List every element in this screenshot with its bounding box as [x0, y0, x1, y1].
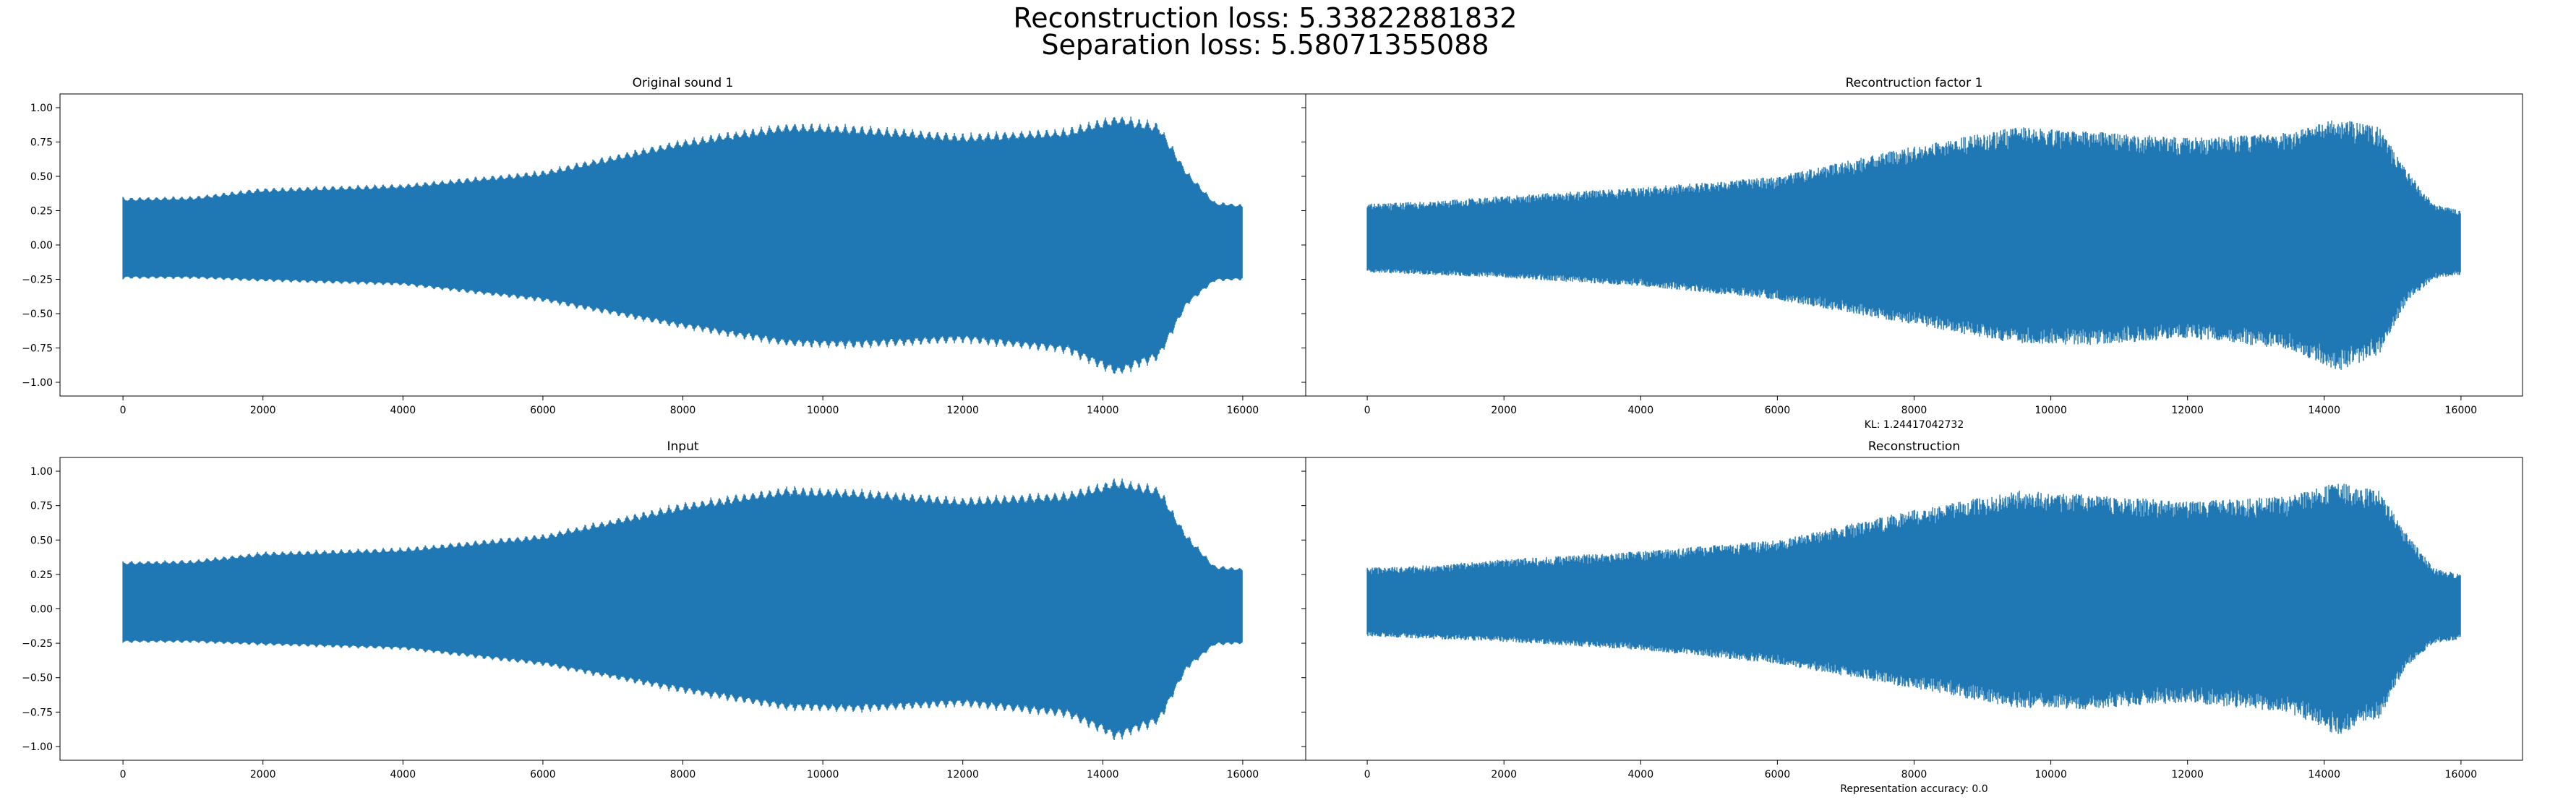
x-axis: 0 2000 4000 6000 8000 10000 12000 14000 16000	[1364, 396, 2478, 416]
x-tick-label: 16000	[2445, 405, 2478, 416]
y-tick-label: 1.00	[30, 466, 53, 478]
x-tick-label: 12000	[2171, 405, 2204, 416]
x-tick-label: 0	[120, 405, 127, 416]
y-axis	[1301, 107, 1306, 383]
y-tick-label: 0.50	[30, 171, 53, 183]
x-tick-label: 8000	[1901, 769, 1927, 780]
x-tick-label: 6000	[1765, 405, 1791, 416]
waveform-line	[1366, 483, 2461, 734]
x-tick-label: 0	[120, 769, 127, 780]
x-tick-label: 12000	[2171, 769, 2204, 780]
x-tick-label: 6000	[1765, 769, 1791, 780]
subplot-4: Reconstruction 0 2000 4000 6000 8000 10000 1200…	[1301, 439, 2523, 795]
x-tick-label: 4000	[390, 405, 416, 416]
y-tick-label: 0.50	[30, 535, 53, 546]
x-tick-label: 4000	[1627, 769, 1653, 780]
x-tick-label: 14000	[2308, 769, 2341, 780]
waveform-series	[1366, 120, 2461, 370]
y-axis: 1.00 0.75 0.50 0.25 0.00 −0.25 −0.50 −0.75 −1.00	[22, 103, 60, 389]
y-tick-label: −0.50	[22, 673, 53, 684]
y-tick-label: −0.75	[22, 343, 53, 355]
y-axis: 1.00 0.75 0.50 0.25 0.00 −0.25 −0.50 −0.75 −1.00	[22, 466, 60, 753]
y-tick-label: 0.75	[30, 501, 53, 512]
figure-suptitle-line1: Reconstruction loss: 5.33822881832	[1014, 2, 1518, 34]
subplot-title: Input	[667, 439, 698, 454]
subplot-title: Recontruction factor 1	[1846, 76, 1983, 90]
x-tick-label: 14000	[1087, 405, 1119, 416]
x-tick-label: 12000	[946, 405, 979, 416]
y-tick-label: 0.25	[30, 569, 53, 581]
y-tick-label: −1.00	[22, 377, 53, 389]
y-tick-label: 0.75	[30, 137, 53, 149]
subplot-title: Reconstruction	[1868, 439, 1960, 454]
x-tick-label: 14000	[2308, 405, 2341, 416]
y-tick-label: 0.00	[30, 240, 53, 251]
x-tick-label: 2000	[250, 405, 276, 416]
x-tick-label: 2000	[1491, 769, 1517, 780]
y-tick-label: −0.25	[22, 638, 53, 650]
x-axis: 0 2000 4000 6000 8000 10000 12000 14000 16000	[120, 396, 1259, 416]
x-tick-label: 6000	[530, 405, 556, 416]
x-tick-label: 8000	[670, 405, 696, 416]
waveform-series	[122, 478, 1243, 740]
y-axis	[1301, 470, 1306, 747]
x-tick-label: 10000	[2034, 405, 2067, 416]
y-tick-label: 1.00	[30, 103, 53, 114]
subplot-grid: Original sound 1 0 2000 4000 6000 8000 10000 12…	[22, 76, 2523, 795]
subplot-title: Original sound 1	[633, 76, 734, 90]
x-tick-label: 16000	[2445, 769, 2478, 780]
x-axis: 0 2000 4000 6000 8000 10000 12000 14000 16000	[1364, 760, 2478, 780]
x-tick-label: 4000	[390, 769, 416, 780]
waveform-series	[122, 116, 1243, 374]
waveform-line	[122, 478, 1243, 740]
y-tick-label: −0.50	[22, 309, 53, 320]
x-tick-label: 10000	[807, 769, 839, 780]
x-tick-label: 8000	[670, 769, 696, 780]
x-tick-label: 4000	[1627, 405, 1653, 416]
x-tick-label: 16000	[1227, 405, 1259, 416]
y-tick-label: −1.00	[22, 741, 53, 753]
x-axis-label: KL: 1.24417042732	[1865, 419, 1964, 431]
x-tick-label: 12000	[946, 769, 979, 780]
x-tick-label: 0	[1364, 405, 1371, 416]
y-tick-label: −0.75	[22, 707, 53, 718]
x-tick-label: 8000	[1901, 405, 1927, 416]
subplot-2: Recontruction factor 1 0 2000 4000 6000 8000 1…	[1301, 76, 2523, 431]
waveform-series	[1366, 483, 2461, 734]
y-tick-label: 0.25	[30, 206, 53, 218]
x-tick-label: 14000	[1087, 769, 1119, 780]
waveform-line	[1366, 120, 2461, 370]
x-axis-label: Representation accuracy: 0.0	[1840, 783, 1987, 795]
x-tick-label: 6000	[530, 769, 556, 780]
x-tick-label: 16000	[1227, 769, 1259, 780]
waveform-line	[122, 116, 1243, 374]
x-tick-label: 0	[1364, 769, 1371, 780]
x-tick-label: 10000	[807, 405, 839, 416]
x-tick-label: 10000	[2034, 769, 2067, 780]
figure-suptitle-line2: Separation loss: 5.58071355088	[1041, 29, 1489, 61]
x-tick-label: 2000	[1491, 405, 1517, 416]
x-tick-label: 2000	[250, 769, 276, 780]
x-axis: 0 2000 4000 6000 8000 10000 12000 14000 16000	[120, 760, 1259, 780]
y-tick-label: −0.25	[22, 275, 53, 286]
y-tick-label: 0.00	[30, 604, 53, 616]
